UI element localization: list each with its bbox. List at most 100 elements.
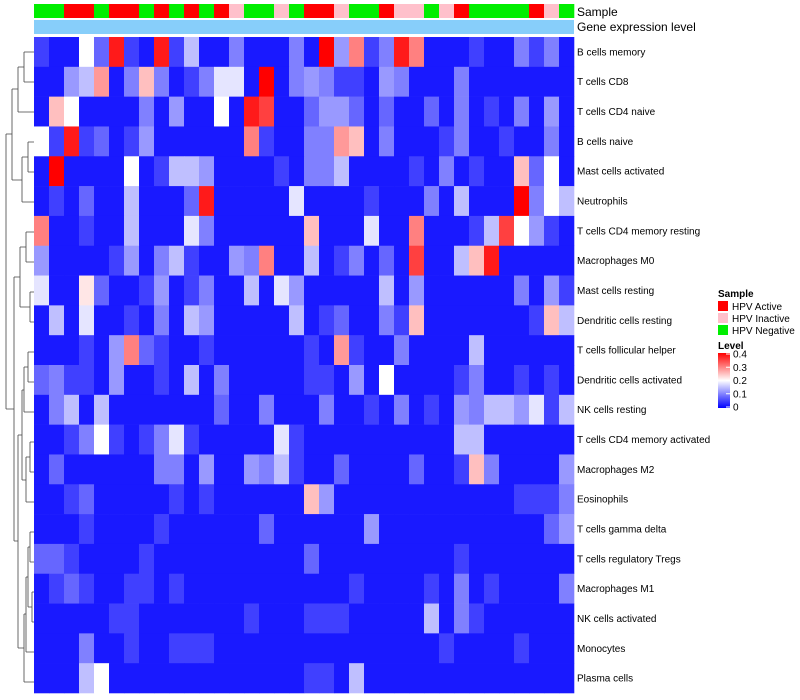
- row-label: Monocytes: [577, 644, 625, 655]
- heatmap-cell: [544, 365, 560, 396]
- heatmap-cell: [334, 96, 350, 127]
- row-label: T cells follicular helper: [577, 346, 676, 357]
- heatmap-cell: [394, 394, 410, 425]
- heatmap-cell: [529, 514, 545, 545]
- heatmap-cell: [124, 454, 140, 485]
- heatmap-cell: [439, 573, 455, 604]
- heatmap-cell: [64, 245, 80, 276]
- heatmap-cell: [154, 335, 170, 366]
- heatmap-cell: [454, 424, 470, 455]
- heatmap-cell: [289, 305, 305, 336]
- heatmap-cell: [229, 633, 245, 664]
- heatmap-cell: [289, 96, 305, 127]
- heatmap-cell: [394, 454, 410, 485]
- heatmap-cell: [364, 245, 380, 276]
- heatmap-cell: [109, 126, 125, 157]
- heatmap-cell: [124, 663, 140, 694]
- heatmap-cell: [49, 663, 65, 694]
- heatmap-cell: [289, 215, 305, 247]
- heatmap-cell: [124, 275, 140, 306]
- heatmap-cell: [154, 543, 170, 575]
- heatmap-cell: [154, 215, 170, 247]
- heatmap-cell: [139, 573, 155, 604]
- sample-annotation-cell: [169, 4, 185, 18]
- heatmap-cell: [229, 126, 245, 157]
- heatmap-cell: [139, 394, 155, 425]
- heatmap-cell: [349, 245, 365, 276]
- heatmap-cell: [274, 603, 290, 634]
- heatmap-cell: [139, 603, 155, 634]
- heatmap-cell: [514, 543, 530, 575]
- heatmap-cell: [154, 365, 170, 396]
- heatmap-cell: [409, 365, 425, 396]
- row-label: Macrophages M0: [577, 256, 655, 267]
- heatmap-cell: [514, 335, 530, 366]
- heatmap-cell: [169, 424, 185, 455]
- heatmap-cell: [379, 424, 395, 455]
- sample-annotation-cell: [529, 4, 545, 18]
- sample-annotation-cell: [409, 4, 425, 18]
- heatmap-cell: [394, 96, 410, 127]
- heatmap-cell: [424, 126, 440, 157]
- heatmap-cell: [424, 573, 440, 604]
- heatmap-cell: [334, 573, 350, 604]
- row-label: Macrophages M2: [577, 465, 655, 476]
- heatmap-cell: [544, 514, 560, 545]
- heatmap-cell: [139, 454, 155, 485]
- heatmap-cell: [229, 37, 245, 68]
- heatmap-cell: [64, 305, 80, 336]
- heatmap-cell: [154, 633, 170, 664]
- heatmap-cell: [424, 186, 440, 217]
- heatmap-cell: [529, 186, 545, 217]
- heatmap-cell: [454, 663, 470, 694]
- heatmap-cell: [289, 633, 305, 664]
- heatmap-cell: [364, 305, 380, 336]
- heatmap-cell: [424, 484, 440, 515]
- heatmap-cell: [34, 424, 50, 455]
- heatmap-cell: [229, 245, 245, 276]
- heatmap-cell: [364, 394, 380, 425]
- row-label: B cells memory: [577, 47, 645, 58]
- heatmap-cell: [439, 156, 455, 187]
- heatmap-cell: [334, 543, 350, 575]
- heatmap-cell: [499, 335, 515, 366]
- heatmap-cell: [349, 454, 365, 485]
- heatmap-cell: [544, 394, 560, 425]
- heatmap-cell: [64, 454, 80, 485]
- heatmap-cell: [274, 96, 290, 127]
- heatmap-cell: [49, 245, 65, 276]
- heatmap-cell: [109, 186, 125, 217]
- heatmap-cell: [79, 394, 95, 425]
- heatmap-cell: [169, 37, 185, 68]
- heatmap-cell: [154, 484, 170, 515]
- heatmap-cell: [154, 603, 170, 634]
- heatmap-cell: [274, 424, 290, 455]
- heatmap-cell: [424, 156, 440, 187]
- heatmap-cell: [259, 305, 275, 336]
- heatmap-cell: [319, 484, 335, 515]
- heatmap-cell: [394, 573, 410, 604]
- heatmap-cell: [139, 543, 155, 575]
- heatmap-cell: [199, 335, 215, 366]
- heatmap-cell: [454, 454, 470, 485]
- heatmap-cell: [94, 484, 110, 515]
- heatmap-cell: [559, 663, 575, 694]
- heatmap-cell: [499, 394, 515, 425]
- heatmap-cell: [94, 454, 110, 485]
- heatmap-cell: [409, 424, 425, 455]
- heatmap-cell: [409, 543, 425, 575]
- heatmap-cell: [49, 126, 65, 157]
- heatmap-cell: [154, 663, 170, 694]
- sample-annotation-cell: [334, 4, 350, 18]
- heatmap-cell: [319, 424, 335, 455]
- heatmap-cell: [559, 156, 575, 187]
- heatmap-cell: [304, 335, 320, 366]
- heatmap-cell: [349, 424, 365, 455]
- heatmap-cell: [334, 305, 350, 336]
- heatmap-cell: [334, 66, 350, 97]
- heatmap-cell: [94, 365, 110, 396]
- heatmap-cell: [199, 37, 215, 68]
- heatmap-cell: [214, 514, 230, 545]
- heatmap-cell: [79, 66, 95, 97]
- heatmap-cell: [94, 573, 110, 604]
